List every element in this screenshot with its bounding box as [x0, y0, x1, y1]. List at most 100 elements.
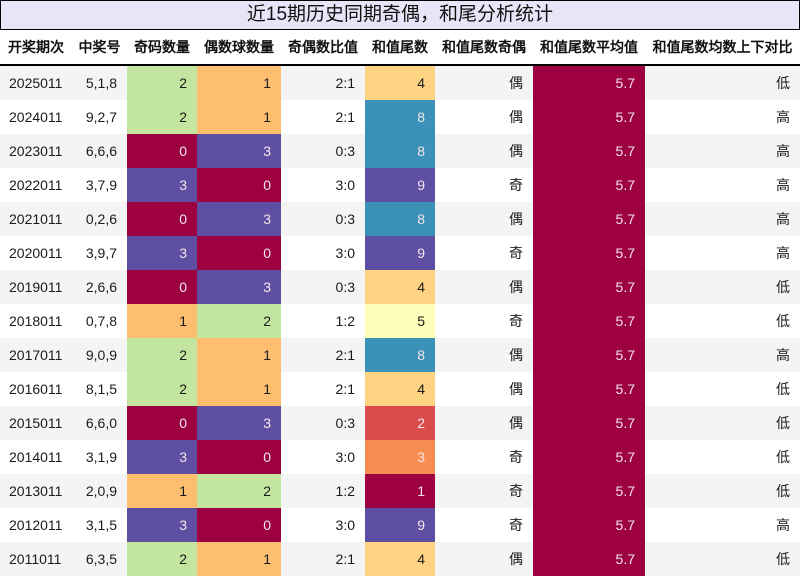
tail-avg-cell: 5.7	[533, 168, 645, 202]
sum-tail-cell: 9	[365, 168, 435, 202]
tail-compare-cell: 高	[645, 100, 800, 134]
numbers-cell: 2,0,9	[72, 474, 127, 508]
tail-avg-cell: 5.7	[533, 202, 645, 236]
col-header-even-count: 偶数球数量	[197, 30, 281, 66]
tail-compare-cell: 低	[645, 304, 800, 338]
odd-count-cell: 2	[127, 338, 197, 372]
tail-avg-cell: 5.7	[533, 134, 645, 168]
odd-count-cell: 0	[127, 406, 197, 440]
tail-compare-cell: 低	[645, 542, 800, 576]
tail-parity-cell: 奇	[435, 508, 533, 542]
even-count-cell: 3	[197, 202, 281, 236]
sum-tail-cell: 4	[365, 65, 435, 100]
col-header-tail-compare: 和值尾数均数上下对比	[645, 30, 800, 66]
ratio-cell: 2:1	[281, 338, 365, 372]
table-row: 2014011 3,1,9 3 0 3:0 3 奇 5.7 低	[0, 440, 800, 474]
even-count-cell: 0	[197, 236, 281, 270]
odd-count-cell: 1	[127, 304, 197, 338]
tail-parity-cell: 奇	[435, 168, 533, 202]
table-row: 2020011 3,9,7 3 0 3:0 9 奇 5.7 高	[0, 236, 800, 270]
ratio-cell: 0:3	[281, 134, 365, 168]
even-count-cell: 1	[197, 338, 281, 372]
ratio-cell: 3:0	[281, 508, 365, 542]
period-cell: 2025011	[0, 65, 72, 100]
tail-parity-cell: 偶	[435, 65, 533, 100]
ratio-cell: 3:0	[281, 168, 365, 202]
tail-avg-cell: 5.7	[533, 236, 645, 270]
tail-compare-cell: 低	[645, 65, 800, 100]
col-header-tail-parity: 和值尾数奇偶	[435, 30, 533, 66]
numbers-cell: 6,3,5	[72, 542, 127, 576]
table-row: 2022011 3,7,9 3 0 3:0 9 奇 5.7 高	[0, 168, 800, 202]
odd-count-cell: 3	[127, 440, 197, 474]
tail-avg-cell: 5.7	[533, 304, 645, 338]
period-cell: 2018011	[0, 304, 72, 338]
col-header-period: 开奖期次	[0, 30, 72, 66]
tail-compare-cell: 低	[645, 270, 800, 304]
ratio-cell: 3:0	[281, 236, 365, 270]
even-count-cell: 1	[197, 372, 281, 406]
tail-avg-cell: 5.7	[533, 270, 645, 304]
ratio-cell: 2:1	[281, 100, 365, 134]
tail-parity-cell: 偶	[435, 202, 533, 236]
sum-tail-cell: 8	[365, 202, 435, 236]
sum-tail-cell: 3	[365, 440, 435, 474]
header-row: 开奖期次 中奖号 奇码数量 偶数球数量 奇偶数比值 和值尾数 和值尾数奇偶 和值…	[0, 30, 800, 66]
numbers-cell: 3,1,5	[72, 508, 127, 542]
tail-compare-cell: 低	[645, 440, 800, 474]
odd-count-cell: 2	[127, 65, 197, 100]
tail-parity-cell: 奇	[435, 304, 533, 338]
tail-compare-cell: 高	[645, 508, 800, 542]
tail-parity-cell: 奇	[435, 440, 533, 474]
numbers-cell: 6,6,6	[72, 134, 127, 168]
ratio-cell: 2:1	[281, 372, 365, 406]
sum-tail-cell: 1	[365, 474, 435, 508]
table-row: 2015011 6,6,0 0 3 0:3 2 偶 5.7 低	[0, 406, 800, 440]
period-cell: 2022011	[0, 168, 72, 202]
tail-compare-cell: 低	[645, 474, 800, 508]
sum-tail-cell: 8	[365, 134, 435, 168]
tail-parity-cell: 偶	[435, 270, 533, 304]
numbers-cell: 0,7,8	[72, 304, 127, 338]
col-header-sum-tail: 和值尾数	[365, 30, 435, 66]
numbers-cell: 6,6,0	[72, 406, 127, 440]
period-cell: 2016011	[0, 372, 72, 406]
col-header-ratio: 奇偶数比值	[281, 30, 365, 66]
even-count-cell: 2	[197, 304, 281, 338]
numbers-cell: 8,1,5	[72, 372, 127, 406]
numbers-cell: 0,2,6	[72, 202, 127, 236]
sum-tail-cell: 8	[365, 338, 435, 372]
table-row: 2024011 9,2,7 2 1 2:1 8 偶 5.7 高	[0, 100, 800, 134]
table-row: 2011011 6,3,5 2 1 2:1 4 偶 5.7 低	[0, 542, 800, 576]
col-header-odd-count: 奇码数量	[127, 30, 197, 66]
numbers-cell: 3,1,9	[72, 440, 127, 474]
even-count-cell: 2	[197, 474, 281, 508]
period-cell: 2024011	[0, 100, 72, 134]
odd-count-cell: 3	[127, 168, 197, 202]
numbers-cell: 2,6,6	[72, 270, 127, 304]
table-row: 2023011 6,6,6 0 3 0:3 8 偶 5.7 高	[0, 134, 800, 168]
even-count-cell: 3	[197, 406, 281, 440]
table-title: 近15期历史同期奇偶，和尾分析统计	[0, 0, 800, 30]
even-count-cell: 1	[197, 65, 281, 100]
even-count-cell: 3	[197, 270, 281, 304]
stats-table: 开奖期次 中奖号 奇码数量 偶数球数量 奇偶数比值 和值尾数 和值尾数奇偶 和值…	[0, 30, 800, 576]
odd-count-cell: 0	[127, 134, 197, 168]
odd-count-cell: 3	[127, 508, 197, 542]
table-row: 2013011 2,0,9 1 2 1:2 1 奇 5.7 低	[0, 474, 800, 508]
table-row: 2018011 0,7,8 1 2 1:2 5 奇 5.7 低	[0, 304, 800, 338]
odd-count-cell: 3	[127, 236, 197, 270]
even-count-cell: 1	[197, 100, 281, 134]
tail-parity-cell: 偶	[435, 134, 533, 168]
ratio-cell: 1:2	[281, 474, 365, 508]
numbers-cell: 9,0,9	[72, 338, 127, 372]
odd-count-cell: 0	[127, 202, 197, 236]
sum-tail-cell: 4	[365, 542, 435, 576]
tail-avg-cell: 5.7	[533, 440, 645, 474]
ratio-cell: 0:3	[281, 202, 365, 236]
numbers-cell: 3,7,9	[72, 168, 127, 202]
tail-parity-cell: 奇	[435, 474, 533, 508]
even-count-cell: 0	[197, 440, 281, 474]
tail-parity-cell: 偶	[435, 338, 533, 372]
tail-avg-cell: 5.7	[533, 508, 645, 542]
